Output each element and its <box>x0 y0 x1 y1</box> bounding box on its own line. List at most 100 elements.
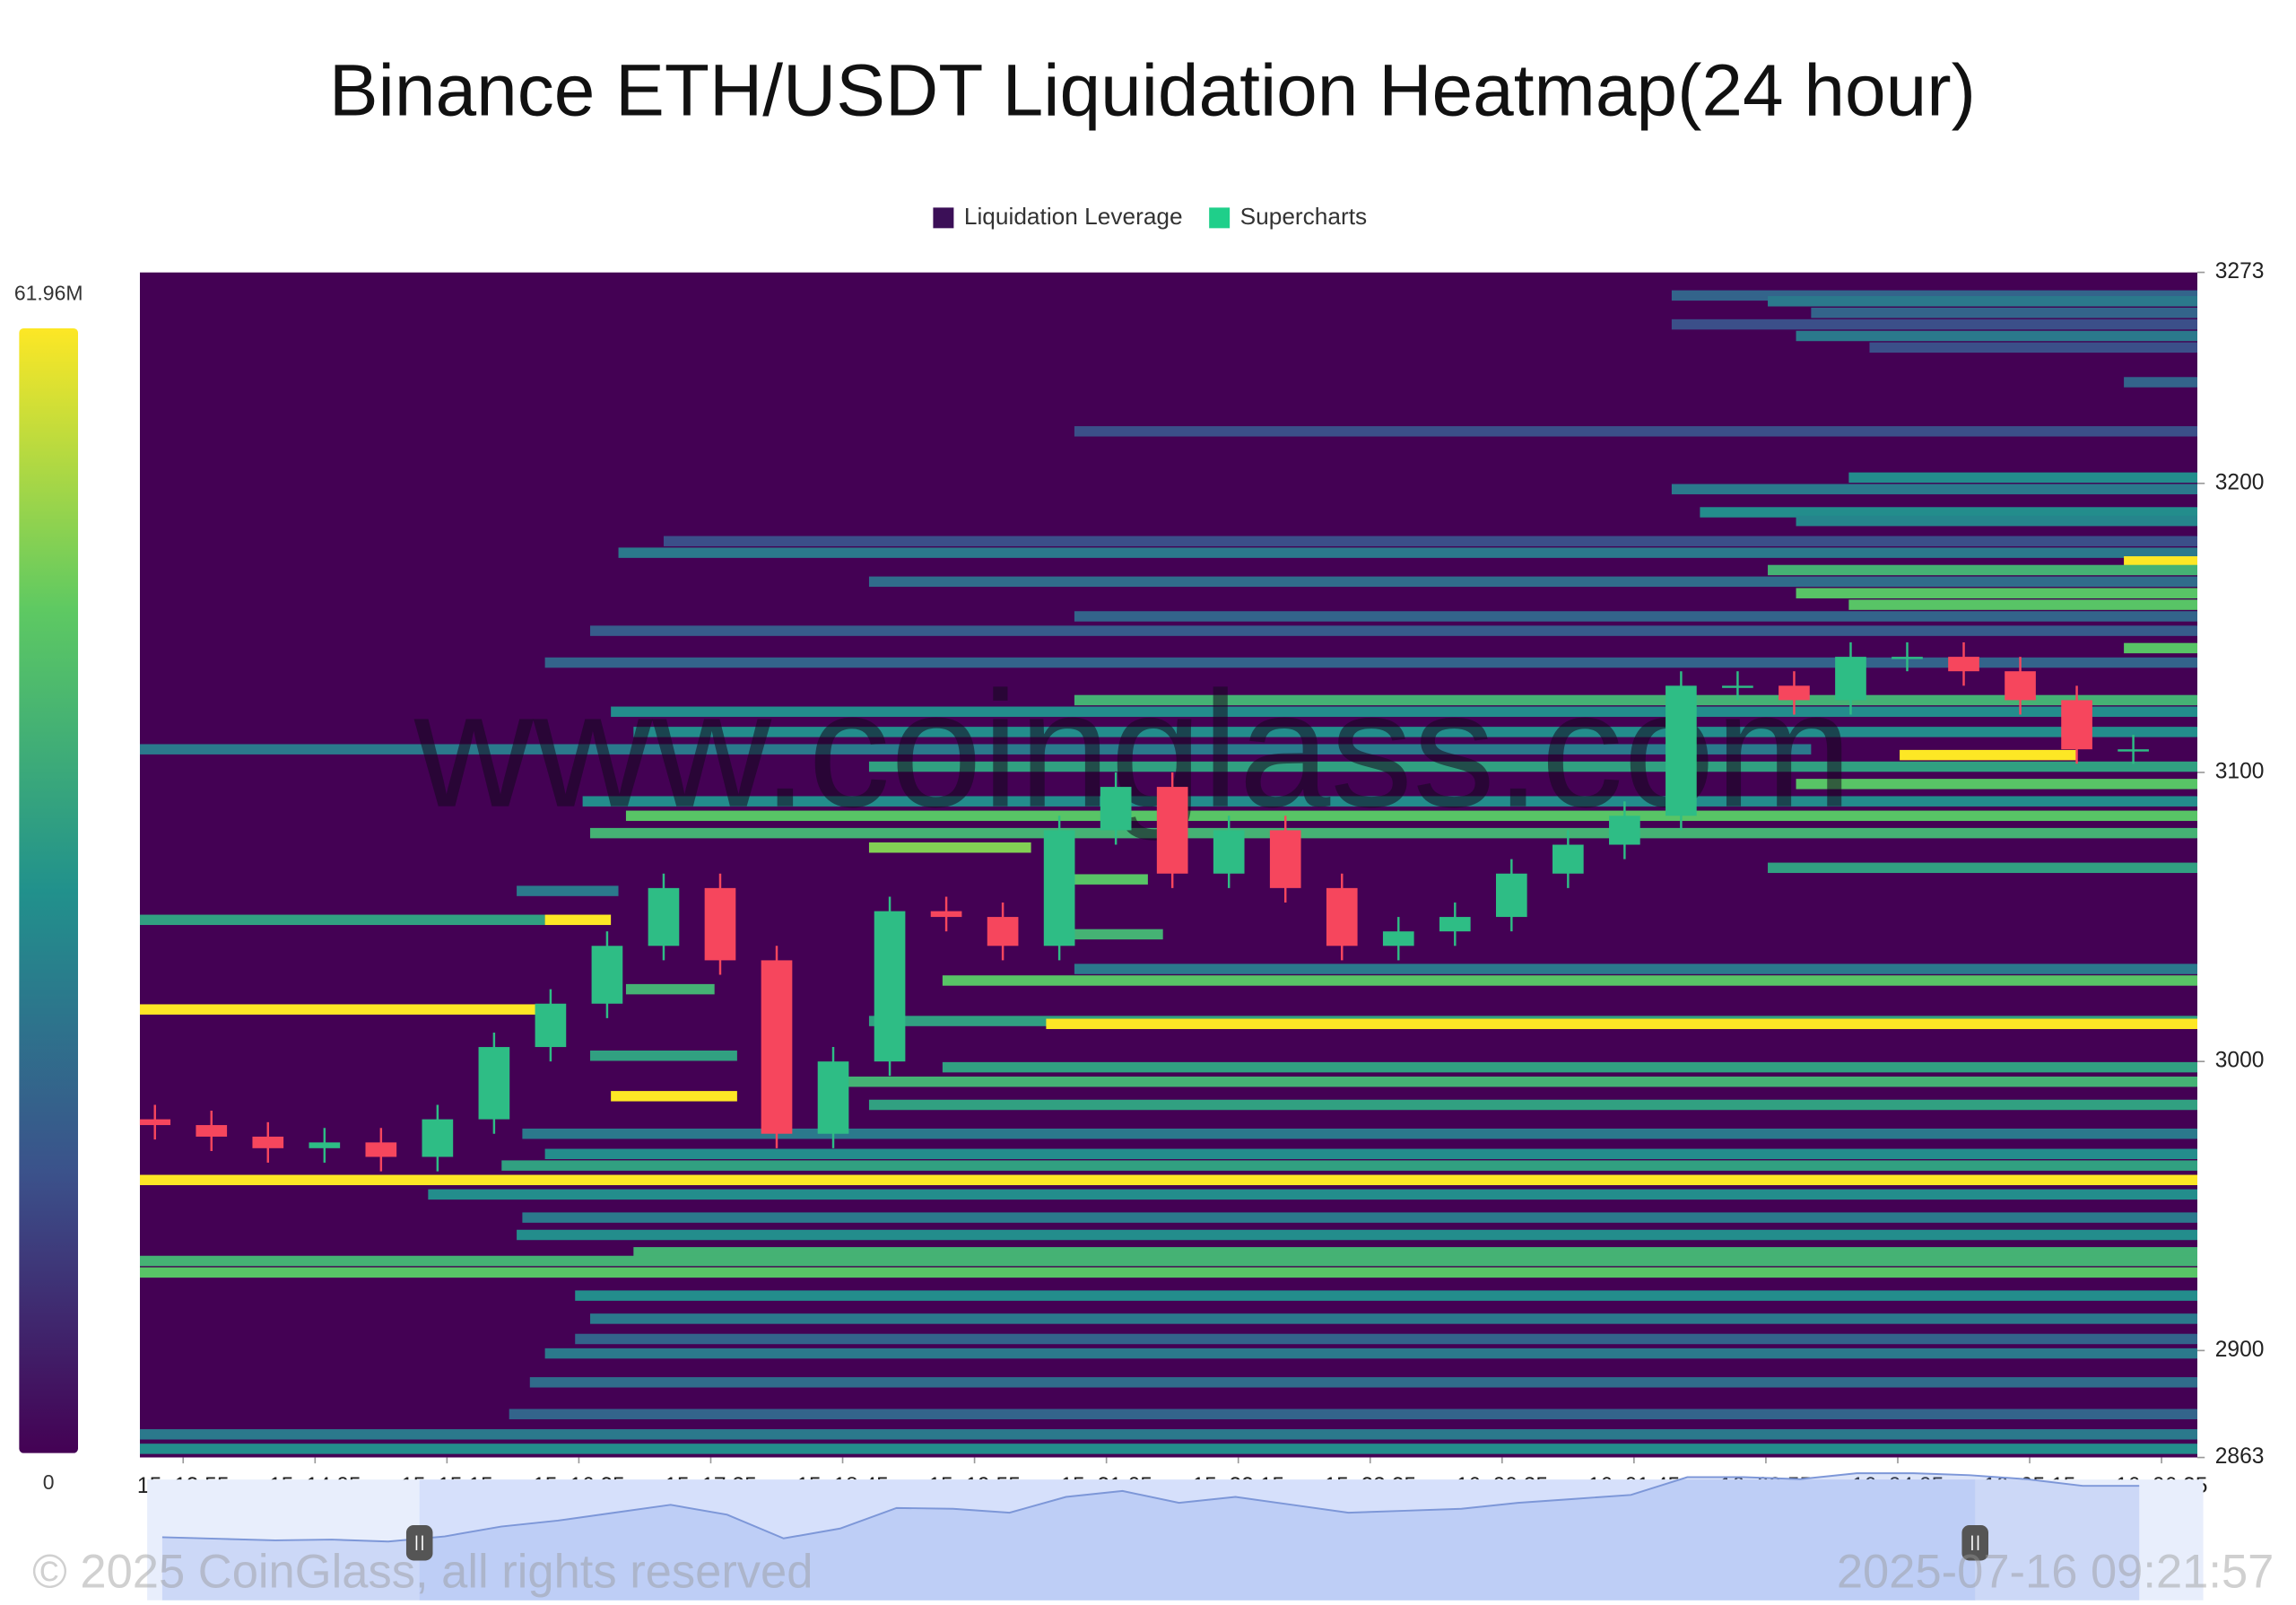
heat-band <box>139 1004 536 1015</box>
heat-band <box>1074 874 1148 885</box>
candle-body <box>139 1119 171 1126</box>
legend-label: Supercharts <box>1240 203 1368 230</box>
heat-band <box>1768 862 2198 874</box>
y-tick-label: 3000 <box>2215 1049 2265 1073</box>
heat-band <box>1700 507 2198 518</box>
heat-band <box>1074 964 2198 974</box>
heat-band <box>633 1247 2198 1258</box>
candle-body <box>478 1047 510 1120</box>
candle-body <box>1382 931 1414 946</box>
heat-band <box>833 1076 2198 1087</box>
heat-band <box>544 914 612 926</box>
candle-body <box>761 960 793 1134</box>
candle-body <box>1835 657 1866 701</box>
heat-band <box>139 744 1812 755</box>
heat-band <box>1671 318 2198 330</box>
navigator-area <box>161 1473 2140 1601</box>
legend: Liquidation Leverage Supercharts <box>933 203 1367 230</box>
plot-area: www.coinglass.com <box>139 272 2198 1458</box>
candle-body <box>1213 830 1245 874</box>
candle-body <box>648 887 680 946</box>
heat-band <box>139 1174 2198 1186</box>
candle-body <box>1269 830 1301 888</box>
y-tick-label: 2863 <box>2215 1444 2265 1469</box>
heat-band <box>1796 588 2198 598</box>
heat-band <box>1848 599 2198 610</box>
candle-body <box>1722 685 1753 688</box>
heat-band <box>1796 779 2198 789</box>
handle-body <box>1961 1525 1989 1561</box>
colorbar-label: 61.96M <box>14 281 83 304</box>
navigator-line <box>161 1472 2140 1543</box>
heat-band <box>625 810 2198 822</box>
candle-body <box>1326 887 1358 946</box>
heat-band <box>618 547 2198 558</box>
candle-body <box>365 1142 397 1157</box>
heat-band <box>139 1267 2198 1278</box>
candle-body <box>704 887 736 961</box>
candle-body <box>1552 844 1584 874</box>
heat-band <box>1046 1018 2198 1030</box>
candle-body <box>309 1142 341 1148</box>
navigator-handle[interactable] <box>1961 1525 1989 1561</box>
heat-band <box>544 657 2198 668</box>
heat-band <box>868 842 1031 853</box>
heat-band <box>544 1348 2198 1359</box>
heat-band <box>590 827 2198 839</box>
candle-body <box>422 1119 454 1157</box>
heat-band <box>942 975 2198 986</box>
candle-body <box>196 1125 228 1137</box>
navigator-handle[interactable] <box>405 1525 433 1561</box>
heat-band <box>2124 377 2198 388</box>
copyright: © 2025 CoinGlass, all rights reserved <box>32 1546 813 1599</box>
legend-swatch <box>933 207 954 229</box>
heat-band <box>501 1160 2198 1171</box>
candle-body <box>817 1061 849 1134</box>
heat-band <box>509 1409 2198 1419</box>
y-tick-label: 3273 <box>2215 259 2265 283</box>
heat-band <box>582 796 2198 807</box>
heat-band <box>1869 342 2198 353</box>
heat-band <box>942 1061 2198 1073</box>
colorbar-scale <box>19 327 79 1453</box>
heat-band <box>139 914 545 926</box>
heat-band <box>1074 694 2198 706</box>
candle-body <box>1665 685 1697 816</box>
heat-band <box>868 761 2198 772</box>
heat-band <box>611 1091 737 1102</box>
heat-band <box>1768 564 2198 576</box>
colorbar: 61.96M 0 <box>14 281 83 1494</box>
heat-band <box>1900 749 2077 761</box>
heat-band <box>139 1444 2198 1454</box>
candle-body <box>987 917 1019 946</box>
candle-body <box>1779 685 1810 701</box>
heat-band <box>633 727 2198 737</box>
chart-title: Binance ETH/USDT Liquidation Heatmap(24 … <box>329 49 1976 131</box>
handle-body <box>405 1525 433 1561</box>
heat-band <box>590 1313 2198 1324</box>
heat-band <box>1046 929 1163 940</box>
heat-band <box>1671 290 2198 301</box>
candle-body <box>1156 787 1188 874</box>
heat-band <box>611 706 2198 718</box>
navigator: © 2025 CoinGlass, all rights reserved 202… <box>32 1472 2274 1601</box>
heat-band <box>2124 556 2198 567</box>
heat-band <box>663 536 2198 546</box>
heat-band <box>1768 296 2198 307</box>
timestamp: 2025-07-16 09:21:57 <box>1837 1546 2274 1599</box>
heat-band <box>544 1148 2198 1160</box>
heat-band <box>1074 611 2198 622</box>
candle-body <box>874 911 906 1062</box>
navigator-window <box>419 1479 1976 1601</box>
y-tick-label: 3200 <box>2215 470 2265 494</box>
watermark: www.coinglass.com <box>413 658 1853 842</box>
candle-body <box>252 1136 284 1148</box>
heat-band <box>139 1429 2198 1440</box>
heat-band <box>522 1212 2198 1223</box>
colorbar-label: 0 <box>43 1470 55 1494</box>
heat-band <box>1848 472 2198 484</box>
heat-band <box>868 576 2198 588</box>
candle-body <box>1948 657 1979 672</box>
candle-body <box>1439 917 1471 932</box>
